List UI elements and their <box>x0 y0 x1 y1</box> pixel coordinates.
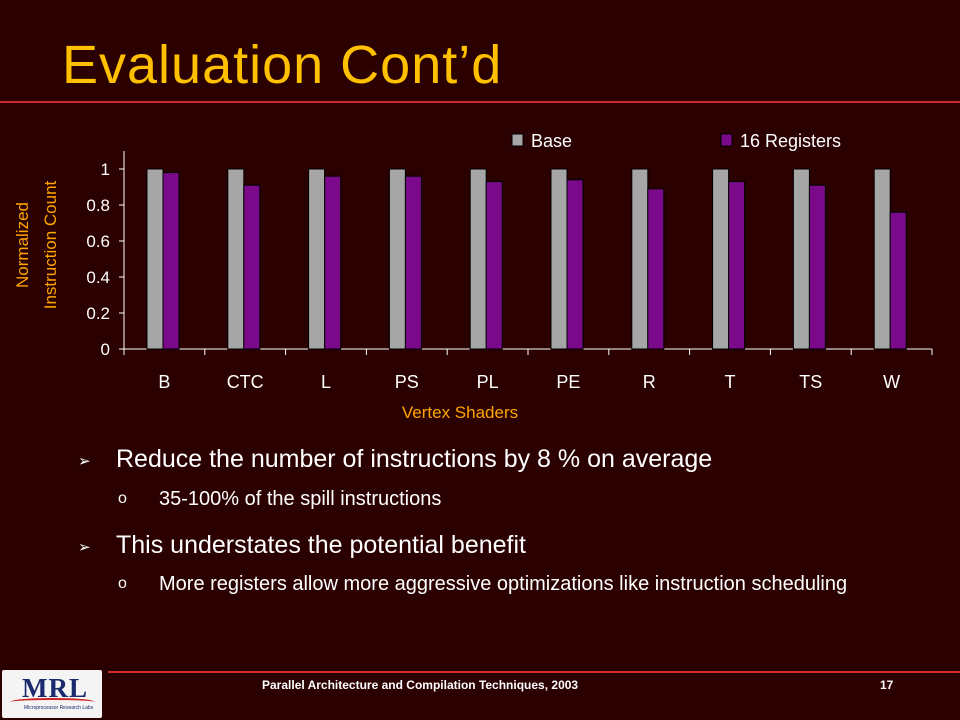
bar-base <box>469 168 487 350</box>
bar-base <box>631 168 649 350</box>
bar-16-registers <box>647 188 665 350</box>
title-divider <box>0 101 960 103</box>
y-tick-label: 0 <box>101 340 110 359</box>
legend-label: 16 Registers <box>740 131 841 151</box>
y-tick-label: 0.8 <box>86 196 110 215</box>
x-tick-label: PS <box>395 372 419 392</box>
circle-bullet-icon: o <box>118 490 127 507</box>
y-tick-label: 0.6 <box>86 232 110 251</box>
bar-16-registers <box>162 172 180 350</box>
x-tick-label: PE <box>556 372 580 392</box>
bullet-1-sub-1-text: 35-100% of the spill instructions <box>159 488 442 510</box>
bar-base <box>550 168 568 350</box>
x-tick-label: B <box>158 372 170 392</box>
bullet-1-text: Reduce the number of instructions by 8 %… <box>116 445 713 473</box>
bar-chart: Base 16 Registers 0 0.2 0.4 0.6 0.8 1 B CTC L PS PL… <box>13 131 933 422</box>
bar-16-registers <box>404 175 422 350</box>
bar-base <box>388 168 406 350</box>
x-tick-label: TS <box>799 372 822 392</box>
bar-16-registers <box>808 184 826 350</box>
page-number: 17 <box>880 678 894 692</box>
bar-base <box>227 168 245 350</box>
bar-base <box>792 168 810 350</box>
legend-swatch <box>511 133 524 147</box>
bar-base <box>873 168 891 350</box>
y-tick-label: 0.2 <box>86 304 110 323</box>
x-tick-label: PL <box>477 372 499 392</box>
bar-16-registers <box>566 179 584 350</box>
y-axis-label-line-2: Instruction Count <box>41 180 60 309</box>
x-axis-label: Vertex Shaders <box>402 403 518 422</box>
y-tick-label: 0.4 <box>86 268 110 287</box>
x-tick-label: W <box>883 372 900 392</box>
mrl-logo: MRL Microprocessor Research Labs <box>2 670 102 718</box>
x-tick-label: R <box>643 372 656 392</box>
footer-text: Parallel Architecture and Compilation Te… <box>262 678 579 692</box>
bar-16-registers <box>324 175 342 350</box>
logo-swoosh <box>10 698 95 706</box>
x-tick-label: T <box>725 372 736 392</box>
legend-swatch <box>720 133 733 147</box>
y-axis-label-line-1: Normalized <box>13 202 32 288</box>
bar-16-registers <box>485 181 503 350</box>
bar-base <box>712 168 730 350</box>
bar-base <box>308 168 326 350</box>
bar-16-registers <box>889 211 907 350</box>
x-tick-label: L <box>321 372 331 392</box>
chart-bars <box>146 168 907 350</box>
logo-subtext: Microprocessor Research Labs <box>24 705 94 711</box>
legend-label: Base <box>531 131 572 151</box>
circle-bullet-icon: o <box>118 575 127 592</box>
x-tick-label: CTC <box>227 372 264 392</box>
bullet-2-sub-1-text: More registers allow more aggressive opt… <box>159 573 848 595</box>
arrow-bullet-icon: ➢ <box>78 539 91 556</box>
bar-16-registers <box>728 181 746 350</box>
arrow-bullet-icon: ➢ <box>78 453 91 470</box>
chart-legend: Base 16 Registers <box>511 131 841 151</box>
bullet-2-text: This understates the potential benefit <box>116 531 526 559</box>
slide-title: Evaluation Cont’d <box>62 35 503 95</box>
bar-16-registers <box>243 184 261 350</box>
y-tick-label: 1 <box>101 160 110 179</box>
footer-divider <box>108 671 960 673</box>
bar-base <box>146 168 164 350</box>
